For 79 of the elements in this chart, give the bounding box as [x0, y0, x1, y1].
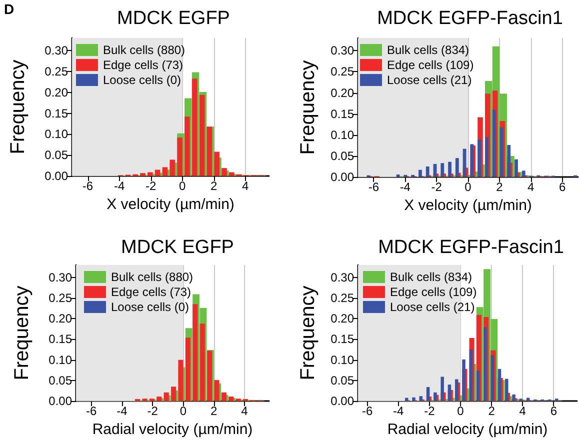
x-tick-label: -2: [145, 179, 156, 193]
chart-title: MDCK EGFP-Fascin1: [377, 8, 563, 29]
legend-label: Loose cells (21): [387, 73, 472, 87]
x-tick-label: -4: [393, 404, 404, 418]
y-tick-label: 0.10: [330, 128, 354, 142]
x-tick-label: 4: [242, 179, 250, 193]
y-tick-label: 0.00: [330, 170, 354, 184]
y-tick-label: 0.15: [44, 106, 68, 120]
y-tick-label: 0.10: [48, 352, 72, 367]
y-tick-label: 0.15: [330, 332, 354, 346]
x-tick-label: -6: [86, 404, 97, 418]
y-axis-title: Frequency: [7, 60, 29, 154]
y-tick-label: 0.05: [330, 148, 354, 163]
x-tick-label: 2: [496, 180, 504, 194]
legend-label: Bulk cells (834): [387, 43, 470, 57]
x-tick-label: -6: [368, 180, 380, 194]
y-tick-label: 0.25: [330, 64, 354, 79]
x-tick-label: 2: [210, 404, 218, 418]
y-tick-label: 0.05: [48, 373, 72, 388]
y-tick-label: 0.30: [44, 44, 68, 58]
y-axis-title: Frequency: [297, 286, 319, 380]
y-tick-label: 0.10: [330, 352, 354, 367]
x-tick-label: 2: [488, 404, 496, 418]
x-tick-label: -2: [147, 404, 158, 418]
x-tick-label: -6: [82, 179, 94, 193]
legend-label: Loose cells (0): [111, 300, 190, 314]
y-tick-label: 0.20: [48, 312, 72, 326]
x-tick-label: -6: [362, 404, 373, 418]
text: D: [4, 1, 14, 17]
y-tick-label: 0.05: [330, 373, 354, 388]
chart-title: MDCK EGFP-Fascin1: [378, 237, 564, 258]
x-tick-label: 4: [519, 404, 526, 418]
chart-title: MDCK EGFP: [121, 237, 234, 258]
x-tick-label: -4: [400, 180, 411, 194]
y-tick-label: 0.10: [44, 127, 68, 142]
x-tick-label: 4: [528, 180, 535, 194]
legend-label: Edge cells (109): [387, 58, 474, 72]
legend-label: Bulk cells (880): [111, 270, 194, 284]
legend-label: Edge cells (73): [103, 58, 184, 72]
legend-label: Edge cells (109): [390, 285, 477, 299]
x-tick-label: 6: [558, 180, 566, 194]
y-tick-label: 0.00: [48, 394, 72, 408]
x-axis-title: X velocity (µm/min): [106, 196, 234, 213]
x-tick-label: -4: [114, 179, 125, 193]
x-tick-label: 0: [180, 404, 187, 418]
y-tick-label: 0.25: [44, 64, 68, 78]
x-axis-title: Radial velocity (µm/min): [92, 421, 253, 438]
y-tick-label: 0.20: [330, 86, 354, 100]
y-tick-label: 0.20: [330, 312, 354, 326]
y-tick-label: 0.15: [48, 332, 72, 346]
x-tick-label: 6: [550, 404, 558, 418]
y-axis-title: Frequency: [11, 286, 33, 380]
legend-label: Loose cells (0): [103, 73, 182, 87]
legend-label: Edge cells (73): [111, 285, 192, 299]
y-tick-label: 0.00: [330, 394, 354, 408]
legend-label: Loose cells (21): [390, 300, 475, 314]
x-tick-label: 0: [457, 404, 464, 418]
legend-label: Bulk cells (834): [390, 270, 472, 284]
y-tick-label: 0.25: [48, 290, 72, 305]
x-tick-label: -4: [116, 404, 128, 418]
y-tick-label: 0.00: [44, 169, 68, 183]
x-tick-label: -2: [431, 180, 442, 194]
x-tick-label: -2: [424, 404, 436, 418]
x-axis-title: X velocity (µm/min): [404, 196, 532, 214]
y-tick-label: 0.30: [330, 270, 354, 284]
y-tick-label: 0.30: [48, 270, 72, 284]
x-tick-label: 0: [178, 179, 186, 193]
x-tick-label: 2: [210, 179, 218, 193]
chart-title: MDCK EGFP: [117, 8, 230, 29]
y-tick-label: 0.15: [330, 106, 354, 121]
x-tick-label: 4: [241, 404, 248, 418]
y-tick-label: 0.20: [44, 85, 68, 100]
y-tick-label: 0.05: [44, 148, 68, 162]
x-tick-label: 0: [464, 180, 472, 194]
y-tick-label: 0.30: [330, 44, 354, 58]
y-tick-label: 0.25: [330, 290, 354, 305]
x-axis-title: Radial velocity (µm/min): [387, 421, 548, 438]
legend-label: Bulk cells (880): [103, 43, 186, 57]
y-axis-title: Frequency: [297, 60, 319, 155]
